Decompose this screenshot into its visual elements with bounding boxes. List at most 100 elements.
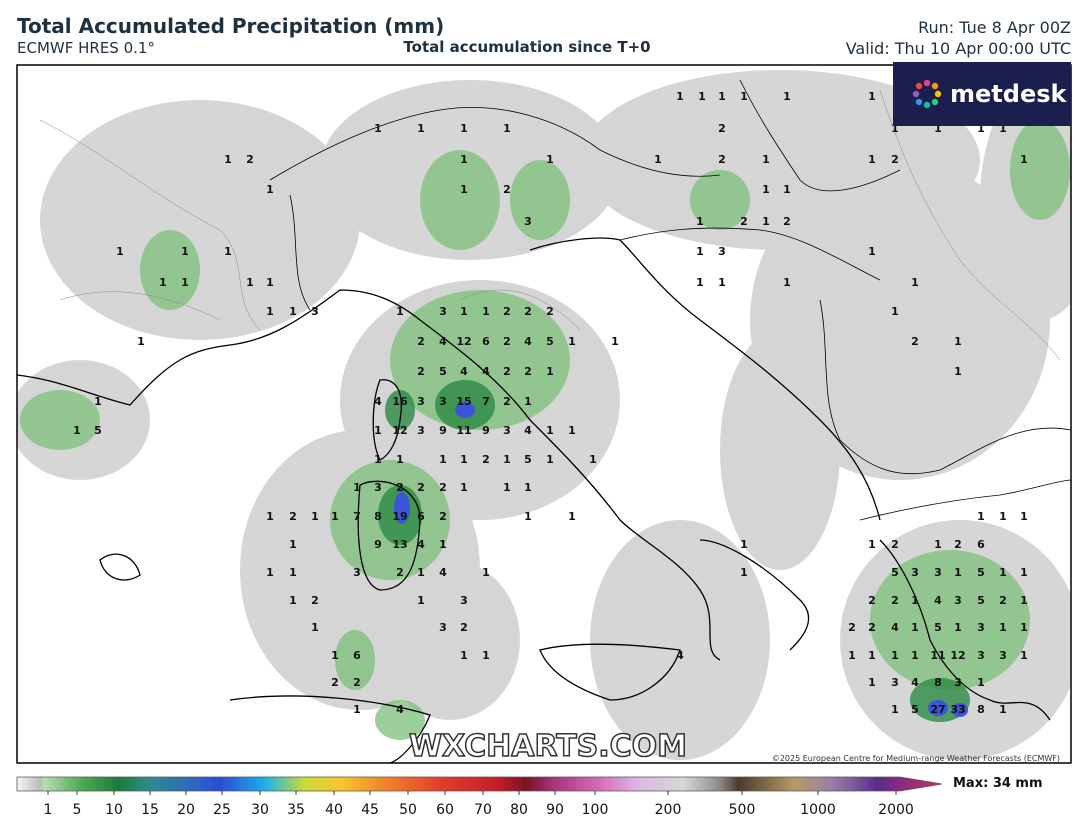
precip-label: 1 bbox=[589, 453, 597, 466]
colorbar-tick-label: 30 bbox=[251, 802, 269, 818]
colorbar-tick-label: 80 bbox=[510, 802, 528, 818]
precip-label: 2 bbox=[891, 153, 899, 166]
precip-label: 2 bbox=[289, 510, 297, 523]
precip-label: 3 bbox=[460, 594, 468, 607]
precip-label: 3 bbox=[954, 594, 962, 607]
precip-label: 7 bbox=[353, 510, 361, 523]
colorbar-tick-label: 2000 bbox=[878, 802, 914, 818]
precip-label: 1 bbox=[396, 453, 404, 466]
precip-label: 1 bbox=[783, 276, 791, 289]
title: Total Accumulated Precipitation (mm) bbox=[17, 14, 444, 38]
precip-label: 1 bbox=[417, 594, 425, 607]
precip-label: 1 bbox=[353, 703, 361, 716]
precip-label: 1 bbox=[289, 305, 297, 318]
precip-label: 1 bbox=[137, 335, 145, 348]
precip-label: 1 bbox=[482, 649, 490, 662]
precip-label: 4 bbox=[439, 335, 447, 348]
precip-label: 5 bbox=[911, 703, 919, 716]
precip-label: 1 bbox=[460, 183, 468, 196]
precip-label: 3 bbox=[503, 424, 511, 437]
precip-label: 4 bbox=[911, 676, 919, 689]
precip-label: 1 bbox=[654, 153, 662, 166]
precip-label: 1 bbox=[696, 245, 704, 258]
precip-label: 1 bbox=[954, 335, 962, 348]
precip-label: 12 bbox=[456, 335, 471, 348]
precip-label: 1 bbox=[999, 566, 1007, 579]
coastlines bbox=[17, 237, 1051, 763]
precip-label: 1 bbox=[460, 153, 468, 166]
precip-label: 1 bbox=[94, 395, 102, 408]
colorbar-tick-label: 1 bbox=[44, 802, 53, 818]
precip-label: 3 bbox=[934, 566, 942, 579]
precip-label: 1 bbox=[1020, 621, 1028, 634]
precip-label: 4 bbox=[374, 395, 382, 408]
precip-label: 5 bbox=[977, 594, 985, 607]
precip-label: 1 bbox=[266, 510, 274, 523]
precip-label: 2 bbox=[740, 215, 748, 228]
colorbar-tick-label: 20 bbox=[177, 802, 195, 818]
precip-label: 2 bbox=[503, 183, 511, 196]
colorbar-tick-label: 25 bbox=[213, 802, 231, 818]
precip-label: 4 bbox=[439, 566, 447, 579]
precip-label: 1 bbox=[503, 122, 511, 135]
precip-label: 4 bbox=[676, 649, 684, 662]
precip-label: 3 bbox=[353, 566, 361, 579]
precip-label: 3 bbox=[524, 215, 532, 228]
precip-label: 2 bbox=[396, 481, 404, 494]
precip-label: 1 bbox=[868, 649, 876, 662]
precip-label: 1 bbox=[977, 510, 985, 523]
precip-label: 1 bbox=[524, 395, 532, 408]
precip-label: 4 bbox=[524, 424, 532, 437]
copyright: ©2025 European Centre for Medium-range W… bbox=[772, 754, 1060, 763]
precip-label: 1 bbox=[503, 481, 511, 494]
precip-label: 1 bbox=[911, 594, 919, 607]
precip-label: 1 bbox=[396, 305, 404, 318]
precip-label: 4 bbox=[934, 594, 942, 607]
colorbar-tick-label: 500 bbox=[729, 802, 756, 818]
colorbar-tick-label: 200 bbox=[655, 802, 682, 818]
precip-label: 1 bbox=[546, 453, 554, 466]
precip-label: 2 bbox=[868, 621, 876, 634]
precip-label: 1 bbox=[568, 510, 576, 523]
precip-label: 19 bbox=[392, 510, 407, 523]
map-frame bbox=[16, 64, 1072, 764]
precip-label: 5 bbox=[977, 566, 985, 579]
precip-label: 1 bbox=[482, 566, 490, 579]
precip-label: 3 bbox=[374, 481, 382, 494]
precip-label: 8 bbox=[374, 510, 382, 523]
precip-label: 3 bbox=[439, 621, 447, 634]
precip-label: 1 bbox=[460, 305, 468, 318]
precip-label: 9 bbox=[439, 424, 447, 437]
precip-label: 1 bbox=[116, 245, 124, 258]
precip-label: 1 bbox=[503, 453, 511, 466]
precip-label: 1 bbox=[762, 153, 770, 166]
colorbar-tick-label: 100 bbox=[582, 802, 609, 818]
precip-label: 3 bbox=[718, 245, 726, 258]
precip-label: 1 bbox=[289, 566, 297, 579]
model: ECMWF HRES 0.1° bbox=[17, 39, 155, 57]
precip-label: 1 bbox=[740, 538, 748, 551]
precip-label: 1 bbox=[439, 453, 447, 466]
precip-label: 27 bbox=[930, 703, 945, 716]
precip-label: 1 bbox=[289, 594, 297, 607]
precip-label: 1 bbox=[868, 676, 876, 689]
precip-label: 1 bbox=[999, 621, 1007, 634]
precip-label: 2 bbox=[417, 365, 425, 378]
precip-label: 11 bbox=[930, 649, 945, 662]
precip-label: 2 bbox=[439, 510, 447, 523]
logo-flower bbox=[912, 79, 942, 109]
precip-label: 1 bbox=[353, 481, 361, 494]
precip-label: 2 bbox=[999, 594, 1007, 607]
precip-label: 2 bbox=[417, 335, 425, 348]
precip-label: 1 bbox=[224, 153, 232, 166]
precip-label: 1 bbox=[524, 481, 532, 494]
precip-label: 1 bbox=[374, 424, 382, 437]
precip-label: 2 bbox=[396, 566, 404, 579]
precip-label: 1 bbox=[181, 245, 189, 258]
precip-label: 5 bbox=[524, 453, 532, 466]
borders bbox=[269, 79, 1071, 521]
precip-label: 2 bbox=[524, 305, 532, 318]
precip-label: 1 bbox=[954, 365, 962, 378]
precip-label: 7 bbox=[482, 395, 490, 408]
metdesk-logo: metdesk bbox=[893, 62, 1071, 126]
